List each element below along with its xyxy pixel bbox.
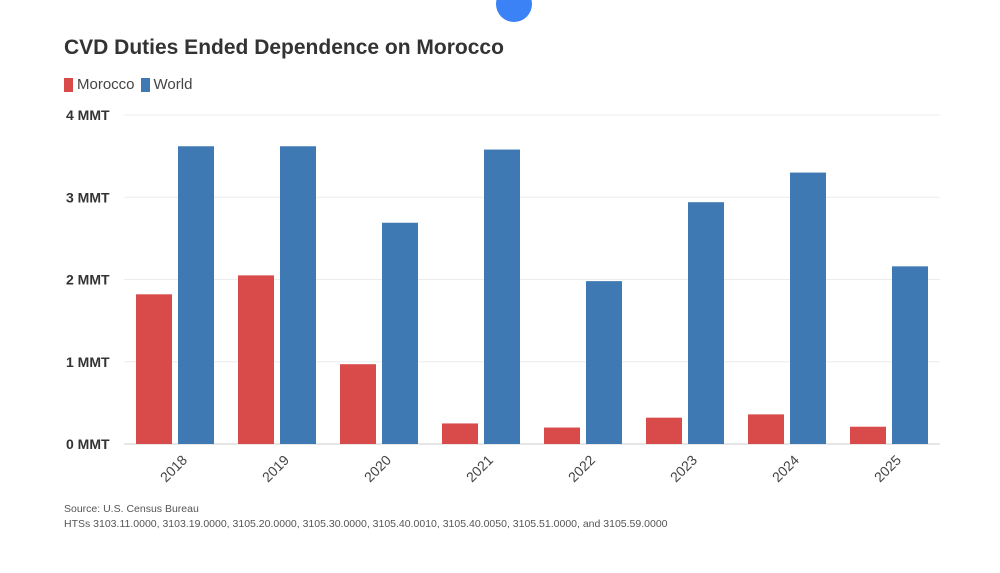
chart-legend: Morocco World — [64, 76, 192, 93]
x-tick-label: 2023 — [667, 452, 700, 485]
bar-chart: 0 MMT 1 MMT 2 MMT 3 MMT 4 MMT 2018 2019 2020 202… — [66, 107, 940, 485]
x-tick-label: 2022 — [565, 452, 598, 485]
x-tick-label: 2020 — [361, 452, 394, 485]
legend-label-morocco: Morocco — [77, 76, 135, 93]
source-line: Source: U.S. Census Bureau — [64, 503, 199, 515]
bar-world-2022 — [586, 281, 622, 444]
bar-morocco-2020 — [340, 364, 376, 444]
source-note: Source: U.S. Census Bureau HTSs 3103.11.… — [64, 502, 668, 532]
bar-morocco-2018 — [136, 294, 172, 444]
x-tick-label: 2025 — [871, 452, 904, 485]
bar-morocco-2019 — [238, 275, 274, 444]
legend-swatch-world — [140, 77, 150, 92]
bar-world-2019 — [280, 146, 316, 444]
bar-morocco-2023 — [646, 417, 682, 444]
y-tick-label: 4 MMT — [66, 107, 110, 123]
legend-label-world: World — [153, 76, 193, 93]
x-tick-label: 2021 — [463, 452, 496, 485]
y-tick-label: 2 MMT — [66, 272, 110, 288]
chart-title: CVD Duties Ended Dependence on Morocco — [64, 36, 504, 59]
bar-world-2024 — [790, 172, 826, 444]
bar-morocco-2025 — [850, 426, 886, 444]
x-tick-label: 2018 — [157, 452, 190, 485]
bar-world-2018 — [178, 146, 214, 444]
hts-codes-line: HTSs 3103.11.0000, 3103.19.0000, 3105.20… — [64, 518, 668, 530]
legend-item-morocco: Morocco — [64, 76, 135, 93]
bar-morocco-2021 — [442, 423, 478, 444]
bar-morocco-2022 — [544, 427, 580, 444]
bar-world-2025 — [892, 266, 928, 444]
bar-world-2020 — [382, 222, 418, 444]
legend-swatch-morocco — [64, 77, 73, 92]
x-tick-label: 2019 — [259, 452, 292, 485]
x-tick-label: 2024 — [769, 452, 802, 485]
bar-world-2023 — [688, 202, 724, 444]
legend-item-world: World — [140, 76, 193, 93]
bar-world-2021 — [484, 149, 520, 445]
y-tick-label: 1 MMT — [66, 354, 110, 370]
y-tick-label: 0 MMT — [66, 436, 110, 452]
bar-morocco-2024 — [748, 414, 784, 444]
top-dot-icon — [496, 0, 532, 22]
y-tick-label: 3 MMT — [66, 189, 110, 205]
